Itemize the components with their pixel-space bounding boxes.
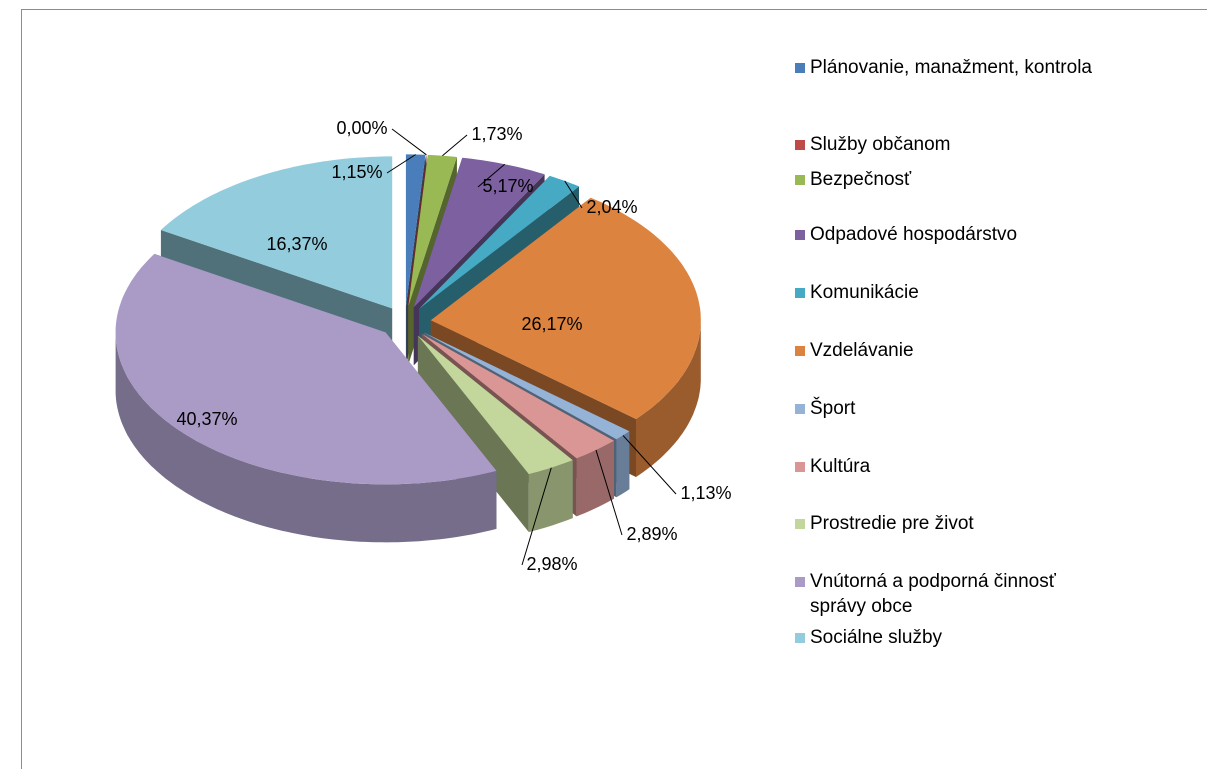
slice-wall [115, 332, 497, 543]
legend-item: Šport [795, 396, 1095, 421]
leader-line [386, 154, 416, 174]
slice [408, 154, 457, 307]
legend-label: Prostredie pre život [810, 513, 974, 534]
legend-item: Plánovanie, manažment, kontrola [795, 55, 1095, 80]
legend-label: Vnútorná a podporná činnosť správy obce [810, 571, 1056, 617]
legend-label: Sociálne služby [810, 627, 943, 648]
data-label: 5,17% [482, 176, 533, 196]
data-label: 1,73% [471, 124, 522, 144]
leader-line [622, 435, 677, 495]
legend-item: Kultúra [795, 454, 1095, 479]
slice [413, 157, 545, 308]
slice [417, 335, 573, 475]
data-label: 2,04% [586, 197, 637, 217]
legend-label: Odpadové hospodárstvo [810, 224, 1018, 245]
leader-line [521, 467, 552, 566]
legend-label: Vzdelávanie [810, 340, 914, 361]
legend-label: Bezpečnosť [810, 169, 912, 190]
slice [406, 154, 427, 307]
legend-item: Sociálne služby [795, 625, 1095, 650]
data-label: 1,13% [680, 483, 731, 503]
legend-swatch [795, 404, 805, 414]
data-label: 0,00% [336, 118, 387, 138]
data-label: 2,98% [526, 554, 577, 574]
slice [419, 175, 579, 309]
data-label: 1,15% [331, 162, 382, 182]
leader-line [391, 128, 427, 156]
slice [115, 253, 497, 485]
slice [405, 154, 426, 307]
data-label: 40,37% [176, 409, 237, 429]
slice-side [417, 335, 529, 533]
legend-item: Služby občanom [795, 132, 1095, 157]
slice [160, 156, 393, 309]
leader-line [564, 180, 583, 209]
slice-wall [636, 320, 701, 477]
data-label: 16,37% [266, 234, 327, 254]
legend-swatch [795, 140, 805, 150]
legend-label: Šport [810, 398, 856, 419]
legend-swatch [795, 577, 805, 587]
slice [421, 333, 614, 459]
legend-swatch [795, 230, 805, 240]
legend-label: Komunikácie [810, 282, 919, 303]
slice [424, 332, 630, 440]
data-label: 2,89% [626, 524, 677, 544]
legend-label: Služby občanom [810, 134, 951, 155]
slice-wall [616, 431, 630, 498]
leader-line [477, 163, 506, 188]
legend-swatch [795, 63, 805, 73]
legend-swatch [795, 175, 805, 185]
legend-swatch [795, 346, 805, 356]
legend-item: Bezpečnosť [795, 167, 1095, 192]
legend-item: Prostredie pre život [795, 511, 1095, 536]
slice [430, 197, 701, 419]
leader-line [595, 449, 623, 536]
slice-wall [576, 440, 614, 517]
legend-label: Kultúra [810, 456, 871, 477]
legend-swatch [795, 519, 805, 529]
leader-line [442, 134, 468, 157]
slice-wall [528, 460, 573, 533]
legend-item: Komunikácie [795, 280, 1095, 305]
legend-swatch [795, 462, 805, 472]
legend-swatch [795, 633, 805, 643]
data-label: 26,17% [521, 314, 582, 334]
legend-item: Vzdelávanie [795, 338, 1095, 363]
chart-border [21, 9, 1207, 769]
legend-item: Vnútorná a podporná činnosť správy obce [795, 569, 1095, 619]
legend-swatch [795, 288, 805, 298]
legend-label: Plánovanie, manažment, kontrola [810, 57, 1092, 78]
legend-item: Odpadové hospodárstvo [795, 222, 1095, 247]
